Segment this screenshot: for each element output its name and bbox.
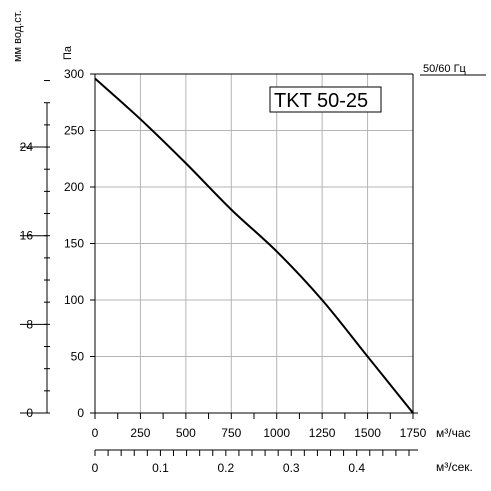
mm-tick-label: 8 (26, 317, 33, 331)
x-tick-label-m3s: 0.2 (217, 461, 234, 475)
frequency-label: 50/60 Гц (423, 63, 467, 75)
y-axis-label-mm: мм вод.ст. (12, 10, 24, 62)
x-tick-label-m3h: 0 (92, 426, 99, 440)
y-tick-label-pa: 200 (64, 180, 84, 194)
y-tick-label-pa: 300 (64, 67, 84, 81)
x-tick-label-m3s: 0.3 (283, 461, 300, 475)
y-tick-label-pa: 100 (64, 293, 84, 307)
y-tick-label-pa: 50 (71, 350, 85, 364)
axes: 0 250 500 750 1000 1250 1500 1750 0 50 100 150 200 25… (20, 67, 427, 475)
mm-tick-label: 16 (20, 229, 34, 243)
mm-tick-label: 0 (26, 406, 33, 420)
x-axis-label-m3h: м³/час (436, 426, 471, 440)
title-box (269, 86, 382, 113)
y-tick-label-pa: 150 (64, 237, 84, 251)
x-tick-label-m3s: 0.1 (152, 461, 169, 475)
x-tick-label-m3h: 250 (130, 426, 150, 440)
x-tick-label-m3h: 1750 (400, 426, 427, 440)
x-tick-label-m3h: 500 (176, 426, 196, 440)
y-axis-label-pa: Па (62, 45, 74, 60)
x-tick-label-m3h: 1000 (263, 426, 290, 440)
grid (94, 73, 414, 414)
chart-title: TKT 50-25 (274, 90, 368, 112)
x-tick-label-m3h: 1250 (309, 426, 336, 440)
performance-curve (94, 77, 414, 414)
y-tick-label-pa: 250 (64, 124, 84, 138)
x-tick-label-m3h: 750 (221, 426, 241, 440)
x-axis-label-m3s: м³/сек. (436, 460, 473, 474)
x-tick-label-m3s: 0 (92, 461, 99, 475)
curve-group (94, 77, 414, 414)
x-tick-label-m3h: 1500 (354, 426, 381, 440)
y-tick-label-pa: 0 (77, 406, 84, 420)
mm-tick-label: 24 (20, 140, 34, 154)
x-tick-label-m3s: 0.4 (348, 461, 365, 475)
